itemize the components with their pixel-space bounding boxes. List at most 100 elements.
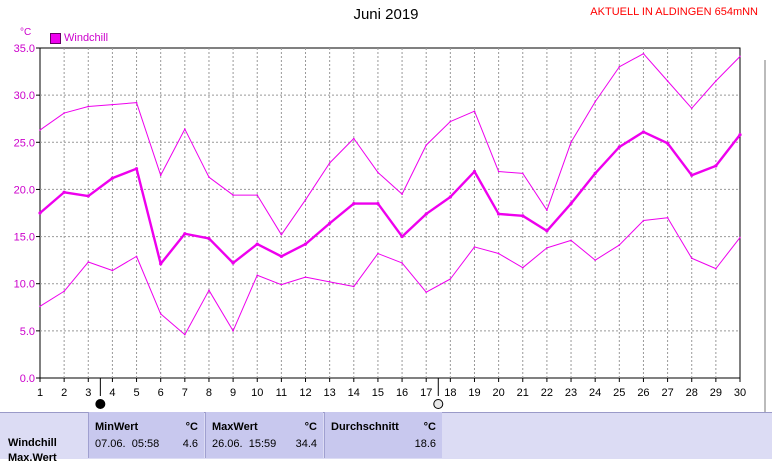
data-point-min: [690, 257, 693, 260]
data-point-max: [304, 199, 307, 201]
data-point-max: [449, 120, 452, 123]
data-point-avg: [207, 236, 211, 241]
data-point-max: [425, 144, 428, 146]
data-point-avg: [62, 190, 66, 194]
data-point-max: [159, 174, 162, 177]
x-tick-label: 25: [613, 387, 625, 399]
data-point-min: [546, 247, 548, 249]
max-date: 26.06.: [212, 438, 243, 450]
data-point-avg: [279, 254, 283, 258]
avg-unit: °C: [423, 421, 436, 433]
data-point-avg: [400, 234, 404, 239]
x-tick-label: 1: [37, 387, 43, 399]
x-tick-label: 12: [299, 387, 311, 399]
avg-value-cell: Durchschnitt °C 18.6: [324, 412, 442, 458]
data-point-min: [159, 313, 162, 315]
y-tick-label: 20.0: [14, 184, 35, 196]
x-tick-label: 4: [109, 387, 115, 399]
y-axis-unit: °C: [20, 27, 32, 38]
data-point-max: [352, 137, 355, 140]
x-tick-label: 26: [637, 387, 649, 399]
data-point-min: [135, 255, 138, 258]
x-tick-label: 16: [396, 387, 408, 399]
x-tick-label: 29: [710, 387, 722, 399]
y-tick-label: 0.0: [20, 373, 35, 385]
x-tick-label: 27: [661, 387, 673, 399]
data-point-min: [449, 278, 452, 280]
data-point-avg: [617, 145, 621, 149]
data-point-max: [546, 209, 548, 211]
min-header: MinWert: [95, 421, 139, 433]
x-tick-label: 20: [492, 387, 504, 399]
data-point-min: [521, 266, 524, 269]
data-point-avg: [545, 229, 549, 233]
data-point-min: [184, 333, 186, 336]
stats-row-label-2: Max.Wert: [8, 452, 57, 464]
data-point-max: [715, 80, 717, 82]
data-point-min: [280, 283, 283, 286]
data-point-min: [666, 216, 669, 219]
x-tick-label: 7: [182, 387, 188, 399]
data-point-avg: [569, 201, 573, 206]
x-tick-label: 9: [230, 387, 236, 399]
x-tick-label: 10: [251, 387, 263, 399]
station-label: AKTUELL IN ALDINGEN 654mNN: [590, 6, 758, 18]
data-point-max: [666, 80, 669, 82]
data-point-min: [739, 236, 741, 239]
data-point-min: [87, 261, 90, 263]
data-point-max: [473, 110, 476, 112]
data-point-max: [184, 128, 186, 130]
data-point-avg: [714, 164, 718, 168]
min-value: 4.6: [182, 438, 198, 450]
data-point-avg: [86, 194, 90, 198]
data-point-min: [304, 276, 307, 278]
data-point-avg: [521, 214, 525, 218]
y-tick-label: 15.0: [14, 232, 35, 244]
max-header: MaxWert: [212, 421, 258, 433]
data-point-min: [256, 274, 259, 277]
x-tick-label: 17: [420, 387, 432, 399]
data-point-max: [280, 233, 283, 236]
data-point-max: [256, 194, 259, 196]
series-line-min: [39, 217, 741, 336]
data-point-avg: [38, 211, 42, 215]
data-point-avg: [424, 212, 428, 216]
data-point-avg: [328, 221, 332, 225]
data-point-avg: [665, 141, 670, 145]
series-line-max: [39, 53, 741, 236]
series-line-avg: [39, 130, 741, 266]
x-tick-label: 28: [686, 387, 698, 399]
data-point-max: [690, 107, 693, 110]
avg-header: Durchschnitt: [331, 421, 399, 433]
chart-title: Juni 2019: [353, 6, 419, 23]
x-tick-label: 22: [541, 387, 553, 399]
data-point-avg: [472, 169, 477, 174]
data-point-avg: [497, 212, 501, 216]
data-point-avg: [255, 242, 259, 246]
data-point-min: [208, 289, 210, 292]
data-point-max: [521, 172, 524, 175]
data-point-max: [497, 170, 500, 173]
min-time: 05:58: [131, 438, 160, 450]
x-tick-label: 19: [468, 387, 480, 399]
x-tick-label: 5: [133, 387, 139, 399]
stats-row-label: Windchill: [8, 437, 57, 449]
data-point-max: [618, 66, 621, 68]
data-point-min: [425, 291, 428, 294]
data-point-max: [87, 105, 90, 108]
data-point-max: [328, 162, 331, 164]
legend: Windchill: [50, 32, 108, 44]
data-point-min: [352, 285, 355, 288]
data-point-max: [63, 112, 65, 114]
data-point-max: [642, 52, 645, 55]
y-tick-label: 25.0: [14, 137, 35, 149]
max-time: 15:59: [248, 438, 277, 450]
data-point-max: [401, 193, 403, 195]
data-point-avg: [134, 167, 139, 171]
data-point-min: [473, 246, 476, 248]
data-point-max: [208, 176, 210, 178]
max-datetime: 26.06. 15:59: [212, 438, 276, 450]
data-point-min: [497, 252, 500, 255]
data-point-avg: [690, 173, 694, 177]
data-point-avg: [448, 195, 452, 199]
